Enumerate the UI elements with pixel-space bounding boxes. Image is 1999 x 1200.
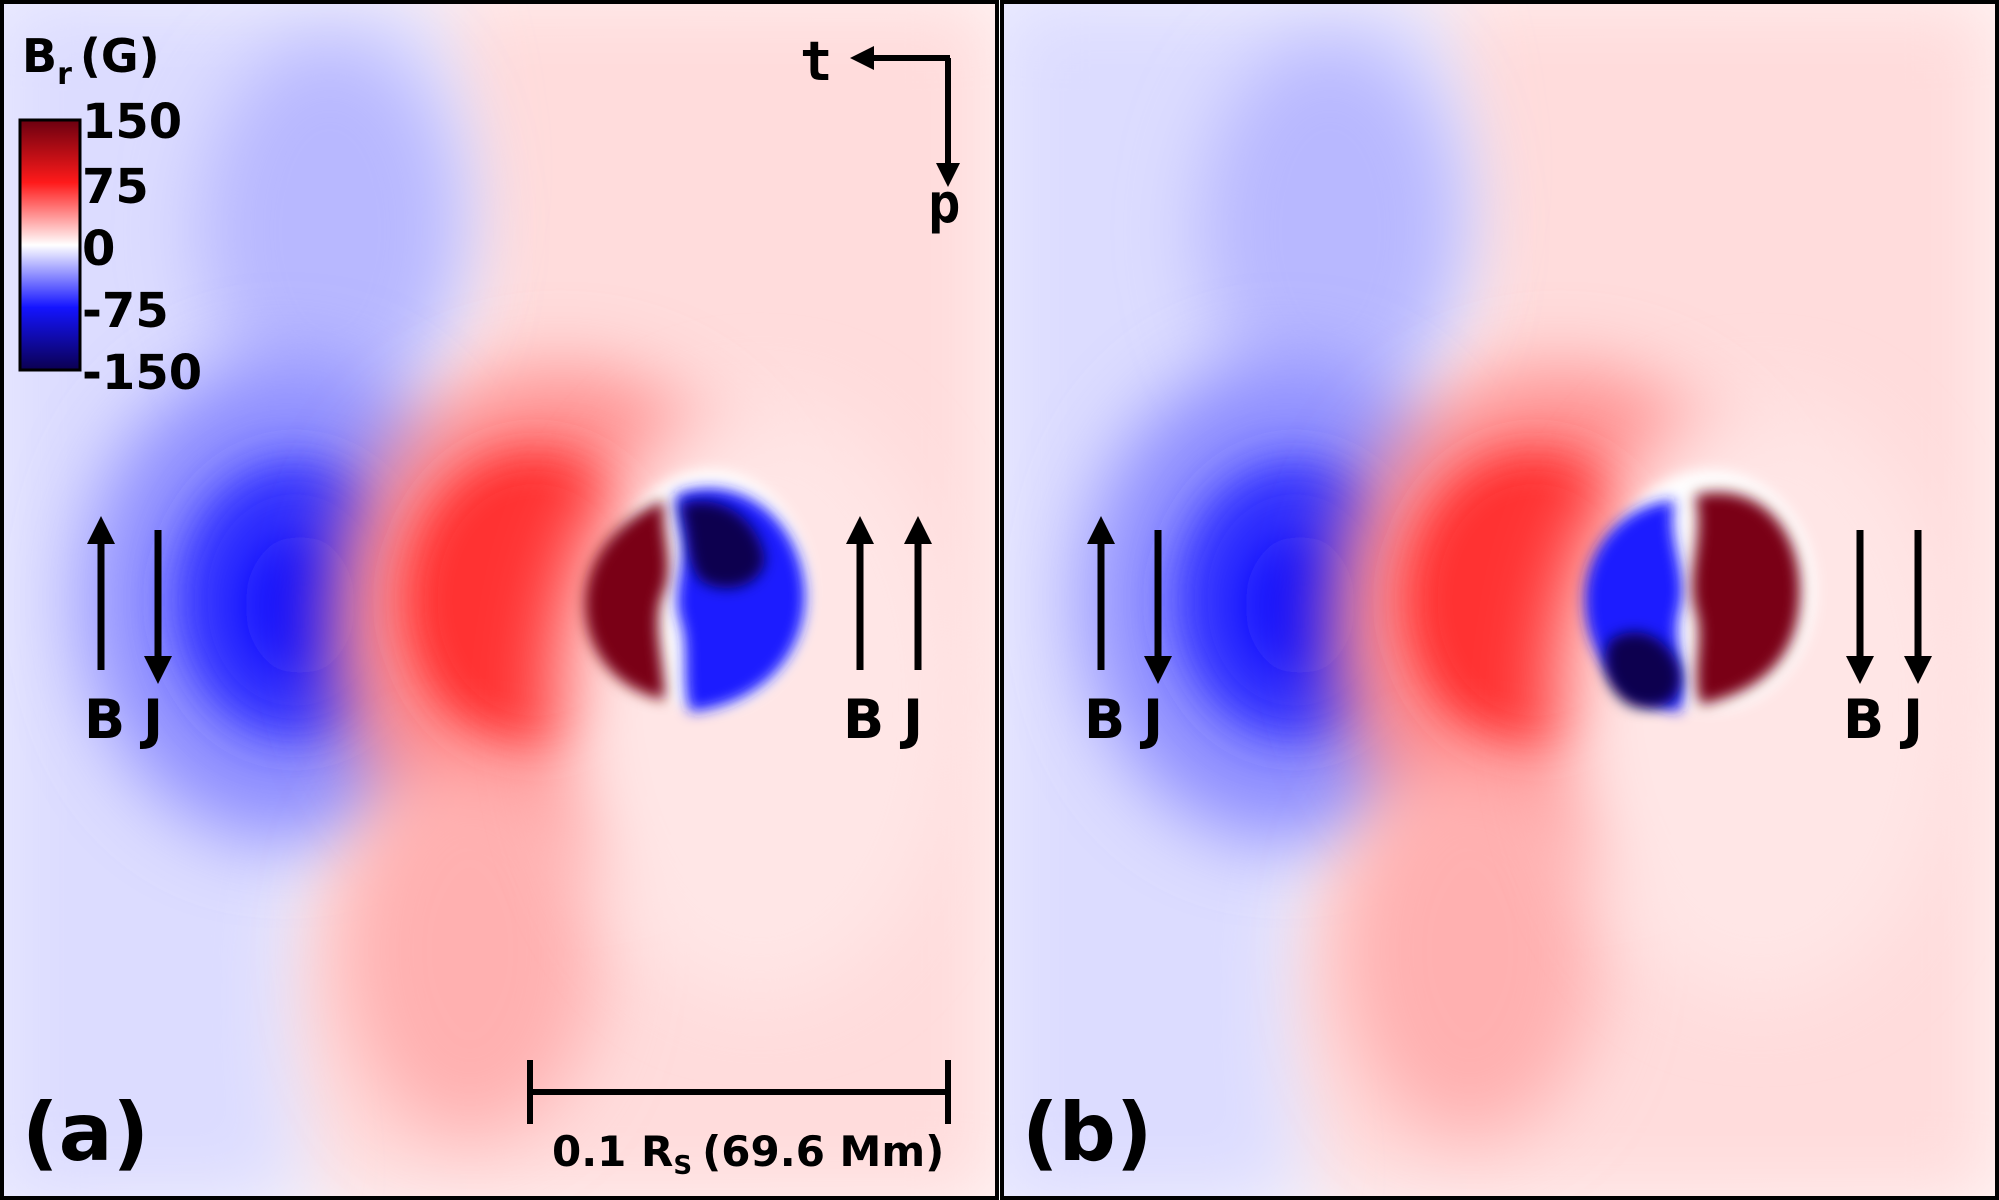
compass-t-label: t xyxy=(800,30,833,93)
colorbar-tick-150: 150 xyxy=(82,94,182,150)
panel-a-arrows-right: B J xyxy=(843,516,932,751)
colorbar-quantity: Br (G) xyxy=(22,29,160,92)
colorbar-tick-75: 75 xyxy=(82,159,149,215)
j-label: J xyxy=(1139,688,1163,751)
b-label: B xyxy=(843,688,884,751)
scale-bar: 0.1 RS (69.6 Mm) xyxy=(527,1060,951,1181)
colorbar-tick-minus-150: -150 xyxy=(82,345,202,401)
panel-a-frame xyxy=(0,0,999,1200)
colorbar-tick-0: 0 xyxy=(82,221,115,277)
colorbar-tick-minus-75: -75 xyxy=(82,283,169,339)
b-label: B xyxy=(1843,688,1884,751)
j-label: J xyxy=(1899,688,1923,751)
compass: t p xyxy=(800,30,961,235)
panel-a-arrows-left: B J xyxy=(84,516,172,751)
compass-p-label: p xyxy=(928,172,961,235)
colorbar-scale xyxy=(18,118,82,372)
j-label: J xyxy=(139,688,163,751)
panel-b-arrows-left: B J xyxy=(1084,516,1172,751)
panel-b-label: (b) xyxy=(1022,1086,1152,1179)
b-label: B xyxy=(1084,688,1125,751)
j-label: J xyxy=(899,688,923,751)
panel-a-label: (a) xyxy=(22,1086,149,1179)
panel-a xyxy=(0,0,995,1200)
colorbar: Br (G) 150 75 0 -75 -150 xyxy=(18,29,202,401)
panel-b xyxy=(1000,0,1995,1200)
panel-b-frame xyxy=(1000,0,1999,1200)
scale-bar-label: 0.1 RS (69.6 Mm) xyxy=(552,1127,944,1181)
b-label: B xyxy=(84,688,125,751)
panel-b-arrows-right: B J xyxy=(1843,530,1932,751)
